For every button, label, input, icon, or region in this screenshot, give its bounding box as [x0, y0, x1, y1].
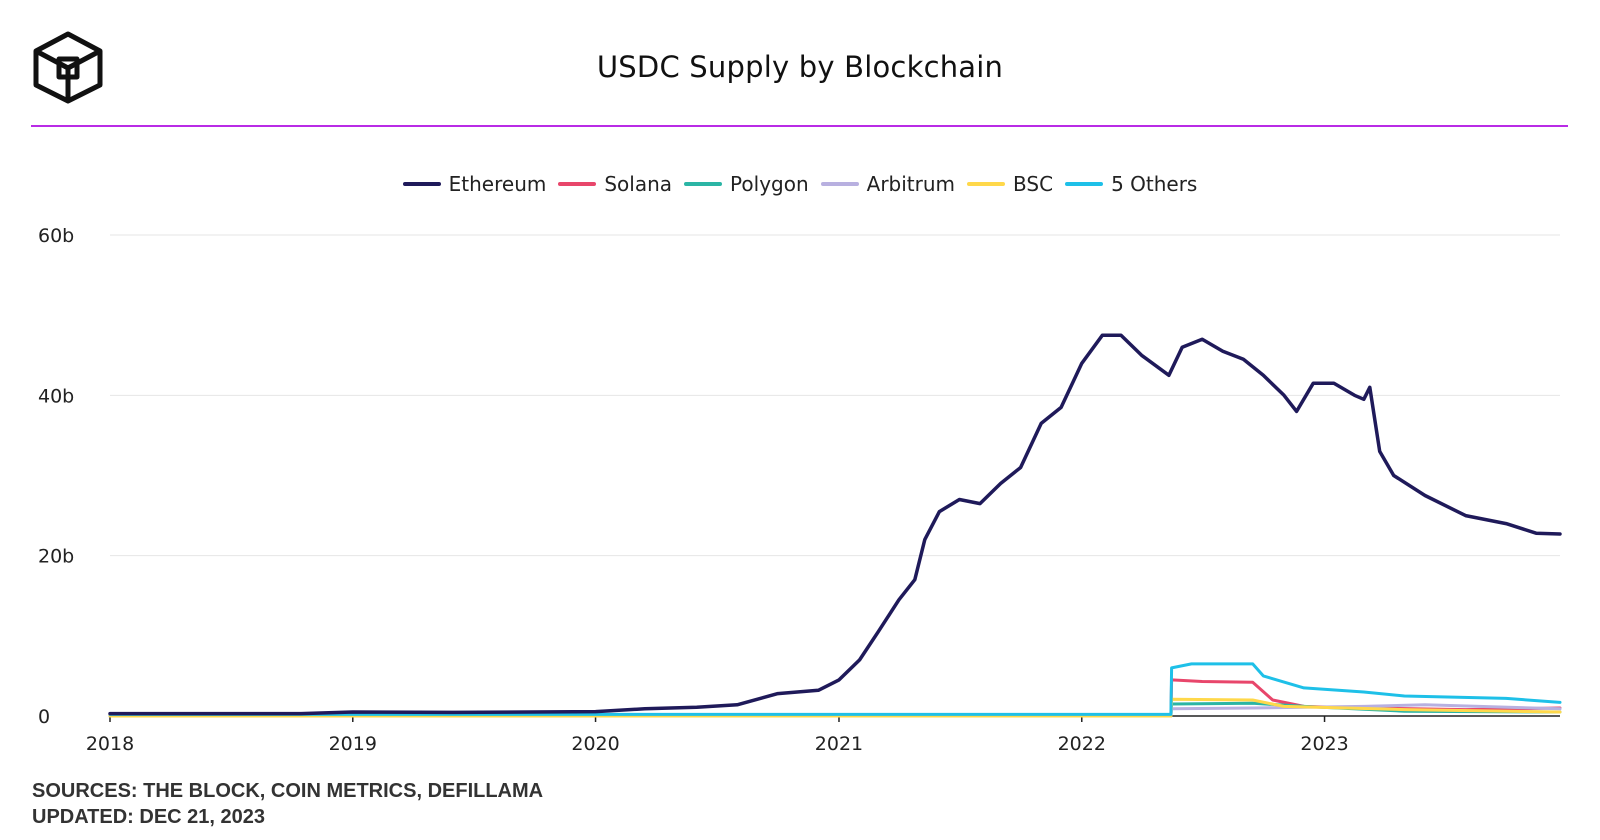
x-tick-label: 2023	[1300, 733, 1348, 755]
updated-note: UPDATED: DEC 21, 2023	[32, 806, 266, 828]
series-line-solana	[108, 678, 1562, 718]
legend-label: 5 Others	[1111, 172, 1198, 196]
title-divider	[31, 125, 1568, 127]
x-tick-label: 2018	[86, 733, 134, 755]
legend-label: BSC	[1013, 172, 1054, 196]
line-chart: 0 20b 40b 60b 2018 2019 2020 2021 2022 2023	[38, 225, 1562, 755]
x-tick-label: 2019	[329, 733, 377, 755]
legend-label: Solana	[604, 172, 673, 196]
legend-swatch	[558, 182, 597, 186]
legend-item-bsc[interactable]: BSC	[967, 172, 1053, 196]
series-line-ethereum	[108, 333, 1562, 716]
legend-label: Arbitrum	[866, 172, 956, 196]
legend-item-ethereum[interactable]: Ethereum	[402, 172, 547, 196]
legend-item-arbitrum[interactable]: Arbitrum	[820, 172, 956, 196]
y-tick-label: 60b	[38, 225, 74, 247]
legend-item-polygon[interactable]: Polygon	[684, 172, 809, 196]
legend-swatch	[967, 182, 1006, 186]
series-line-bsc	[108, 697, 1562, 718]
series-line-5-others	[108, 662, 1562, 716]
the-block-logo	[33, 31, 103, 104]
sources-note: SOURCES: THE BLOCK, COIN METRICS, DEFILL…	[32, 780, 544, 802]
y-tick-label: 20b	[38, 546, 74, 568]
legend-swatch	[820, 182, 859, 186]
chart-footer: SOURCES: THE BLOCK, COIN METRICS, DEFILL…	[32, 778, 543, 830]
legend-label: Ethereum	[448, 172, 547, 196]
legend-swatch	[1065, 182, 1104, 186]
y-tick-label: 0	[38, 706, 50, 728]
legend-item-solana[interactable]: Solana	[558, 172, 672, 196]
x-tick-label: 2022	[1058, 733, 1106, 755]
legend-swatch	[402, 182, 441, 186]
chart-title: USDC Supply by Blockchain	[596, 50, 1004, 84]
legend-item-5-others[interactable]: 5 Others	[1065, 172, 1197, 196]
legend-swatch	[684, 182, 723, 186]
x-tick-label: 2021	[815, 733, 863, 755]
legend-label: Polygon	[730, 172, 809, 196]
y-tick-label: 40b	[38, 385, 74, 407]
chart-legend: Ethereum Solana Polygon Arbitrum BSC 5 Others	[0, 172, 1600, 196]
x-tick-label: 2020	[571, 733, 619, 755]
